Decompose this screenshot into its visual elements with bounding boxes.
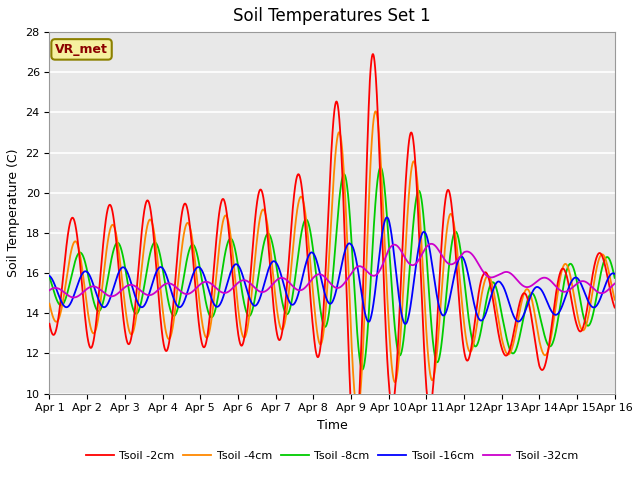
Line: Tsoil -16cm: Tsoil -16cm [49, 217, 614, 324]
Tsoil -16cm [611, 271, 618, 277]
Tsoil -16cm [287, 301, 294, 307]
Tsoil -2cm [262, 218, 270, 224]
Tsoil -32cm [540, 275, 547, 281]
Tsoil -8cm [45, 274, 53, 280]
Tsoil -4cm [600, 253, 608, 259]
Tsoil -32cm [611, 281, 618, 287]
Line: Tsoil -2cm: Tsoil -2cm [49, 54, 614, 448]
Tsoil -32cm [262, 288, 270, 293]
Tsoil -4cm [143, 222, 151, 228]
Tsoil -16cm [45, 273, 53, 279]
X-axis label: Time: Time [317, 419, 348, 432]
Tsoil -8cm [611, 275, 618, 281]
Tsoil -16cm [383, 215, 390, 220]
Line: Tsoil -8cm: Tsoil -8cm [49, 168, 614, 370]
Tsoil -4cm [372, 108, 380, 114]
Tsoil -8cm [377, 165, 385, 170]
Tsoil -4cm [45, 301, 53, 307]
Tsoil -4cm [611, 297, 618, 302]
Tsoil -16cm [143, 296, 151, 302]
Tsoil -8cm [287, 303, 294, 309]
Tsoil -32cm [600, 290, 608, 296]
Tsoil -8cm [600, 259, 608, 264]
Tsoil -8cm [540, 327, 547, 333]
Tsoil -32cm [110, 293, 118, 299]
Tsoil -4cm [287, 270, 294, 276]
Tsoil -16cm [600, 286, 608, 292]
Title: Soil Temperatures Set 1: Soil Temperatures Set 1 [233, 7, 431, 25]
Tsoil -8cm [358, 367, 366, 372]
Tsoil -2cm [143, 197, 151, 203]
Line: Tsoil -4cm: Tsoil -4cm [49, 111, 614, 411]
Tsoil -4cm [353, 408, 361, 414]
Tsoil -2cm [540, 367, 547, 372]
Text: VR_met: VR_met [55, 43, 108, 56]
Tsoil -32cm [45, 288, 53, 293]
Tsoil -2cm [611, 305, 618, 311]
Tsoil -2cm [45, 321, 53, 326]
Tsoil -16cm [262, 274, 270, 279]
Tsoil -16cm [401, 321, 409, 327]
Y-axis label: Soil Temperature (C): Soil Temperature (C) [7, 149, 20, 277]
Tsoil -16cm [110, 284, 118, 289]
Tsoil -32cm [144, 292, 152, 298]
Tsoil -2cm [287, 231, 294, 237]
Tsoil -4cm [540, 350, 547, 356]
Tsoil -8cm [143, 264, 151, 270]
Tsoil -8cm [110, 246, 118, 252]
Tsoil -32cm [70, 295, 77, 300]
Tsoil -4cm [110, 223, 118, 229]
Tsoil -2cm [369, 51, 377, 57]
Legend: Tsoil -2cm, Tsoil -4cm, Tsoil -8cm, Tsoil -16cm, Tsoil -32cm: Tsoil -2cm, Tsoil -4cm, Tsoil -8cm, Tsoi… [81, 446, 582, 465]
Tsoil -2cm [351, 445, 359, 451]
Tsoil -2cm [110, 217, 118, 223]
Tsoil -32cm [287, 281, 295, 287]
Tsoil -8cm [262, 233, 270, 239]
Tsoil -16cm [540, 290, 547, 296]
Tsoil -32cm [428, 241, 435, 247]
Line: Tsoil -32cm: Tsoil -32cm [49, 244, 614, 298]
Tsoil -4cm [262, 215, 270, 220]
Tsoil -2cm [600, 258, 608, 264]
